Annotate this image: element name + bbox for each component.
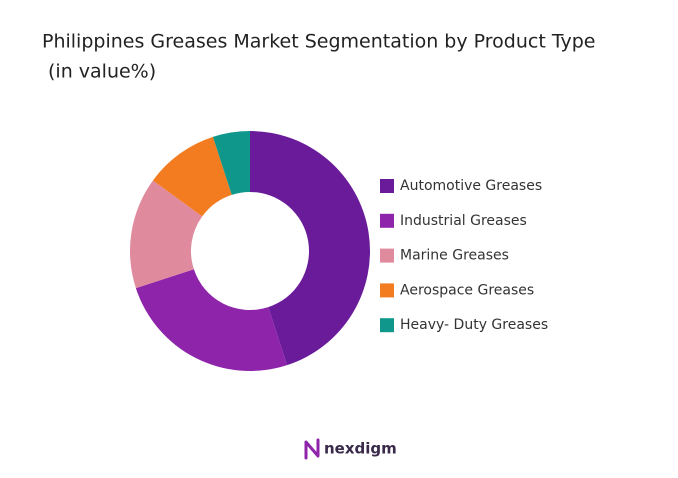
chart-subtitle: (in value%) (48, 61, 156, 83)
legend-text: Marine Greases (400, 248, 509, 264)
legend-swatch (380, 283, 394, 298)
legend-swatch (380, 248, 394, 263)
chart-title: Philippines Greases Market Segmentation … (42, 31, 595, 53)
donut-slice (152, 136, 232, 217)
legend-swatch (380, 179, 394, 193)
legend-swatch (380, 213, 394, 228)
donut-slice (250, 131, 370, 366)
legend-text: Industrial Greases (400, 213, 527, 229)
logo-icon (304, 438, 320, 460)
legend-swatch (380, 318, 394, 333)
legend-text: Heavy- Duty Greases (400, 317, 548, 333)
donut-slice (212, 131, 250, 195)
legend-text: Aerospace Greases (400, 282, 534, 298)
donut-slice (130, 180, 203, 289)
logo-text: nexdigm (324, 440, 397, 458)
legend-text: Automotive Greases (400, 178, 542, 194)
donut-slice (135, 269, 288, 371)
